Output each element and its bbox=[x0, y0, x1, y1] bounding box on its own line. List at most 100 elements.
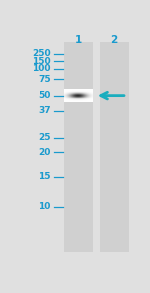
Bar bbox=[75, 94, 76, 95]
Bar bbox=[86, 95, 87, 96]
Bar bbox=[72, 93, 73, 94]
Bar bbox=[69, 95, 70, 96]
Bar bbox=[69, 99, 70, 100]
Bar bbox=[68, 97, 69, 98]
Bar bbox=[81, 92, 82, 93]
Bar bbox=[87, 100, 88, 101]
Bar bbox=[91, 100, 92, 101]
Bar bbox=[78, 97, 79, 98]
Bar bbox=[68, 101, 69, 102]
Bar bbox=[68, 91, 69, 92]
Bar bbox=[77, 91, 78, 92]
Bar bbox=[63, 89, 64, 90]
Bar bbox=[92, 100, 93, 101]
Bar bbox=[92, 93, 93, 94]
Bar bbox=[70, 93, 71, 94]
Bar bbox=[72, 98, 73, 99]
Bar bbox=[89, 99, 90, 100]
Bar bbox=[76, 97, 77, 98]
Bar bbox=[64, 91, 65, 92]
Bar bbox=[67, 91, 68, 92]
Bar bbox=[68, 98, 69, 99]
Bar bbox=[83, 96, 84, 97]
Bar bbox=[77, 93, 78, 94]
Bar bbox=[66, 94, 67, 95]
Bar bbox=[85, 96, 86, 97]
Bar bbox=[66, 99, 67, 100]
Bar bbox=[76, 89, 77, 90]
Bar bbox=[81, 96, 82, 97]
Bar bbox=[76, 101, 77, 102]
Bar bbox=[87, 97, 88, 98]
Bar bbox=[78, 96, 79, 97]
Bar bbox=[85, 95, 86, 96]
Bar bbox=[79, 98, 80, 99]
Bar bbox=[78, 98, 79, 99]
Bar bbox=[67, 93, 68, 94]
Bar bbox=[91, 95, 92, 96]
Bar bbox=[71, 94, 72, 95]
Bar bbox=[81, 90, 82, 91]
Bar bbox=[90, 90, 91, 91]
Bar bbox=[74, 90, 75, 91]
Bar bbox=[92, 96, 93, 97]
Bar bbox=[83, 89, 84, 90]
Bar bbox=[63, 100, 64, 101]
Bar bbox=[65, 90, 66, 91]
Bar bbox=[65, 95, 66, 96]
Bar bbox=[82, 95, 83, 96]
Bar bbox=[85, 100, 86, 101]
Bar bbox=[92, 90, 93, 91]
Bar bbox=[76, 95, 77, 96]
Bar bbox=[71, 96, 72, 97]
Bar bbox=[92, 98, 93, 99]
Bar bbox=[85, 94, 86, 95]
Bar bbox=[63, 96, 64, 97]
Bar bbox=[86, 91, 87, 92]
Bar bbox=[81, 95, 82, 96]
Bar bbox=[80, 93, 81, 94]
Bar bbox=[83, 94, 84, 95]
Bar bbox=[77, 96, 78, 97]
Bar bbox=[66, 98, 67, 99]
Bar bbox=[78, 101, 79, 102]
Bar bbox=[77, 98, 78, 99]
Bar bbox=[65, 89, 66, 90]
Bar bbox=[75, 96, 76, 97]
Bar bbox=[91, 96, 92, 97]
Bar bbox=[75, 99, 76, 100]
Text: 100: 100 bbox=[32, 64, 51, 73]
Bar bbox=[81, 97, 82, 98]
Bar bbox=[84, 95, 85, 96]
Bar bbox=[76, 92, 77, 93]
Bar bbox=[73, 96, 74, 97]
Bar bbox=[88, 93, 89, 94]
Bar bbox=[91, 97, 92, 98]
Text: 37: 37 bbox=[38, 106, 51, 115]
Bar bbox=[73, 93, 74, 94]
Bar bbox=[82, 99, 83, 100]
Bar bbox=[86, 99, 87, 100]
Bar bbox=[87, 96, 88, 97]
Bar bbox=[73, 100, 74, 101]
Bar bbox=[63, 94, 64, 95]
Bar bbox=[80, 97, 81, 98]
Bar bbox=[67, 90, 68, 91]
Bar bbox=[73, 89, 74, 90]
Bar bbox=[70, 98, 71, 99]
Bar bbox=[72, 100, 73, 101]
Bar bbox=[63, 90, 64, 91]
Bar bbox=[71, 97, 72, 98]
Bar bbox=[68, 90, 69, 91]
Bar bbox=[73, 99, 74, 100]
Bar bbox=[70, 90, 71, 91]
Bar bbox=[84, 96, 85, 97]
Bar bbox=[65, 99, 66, 100]
Bar bbox=[70, 96, 71, 97]
Text: 75: 75 bbox=[38, 75, 51, 84]
Bar bbox=[83, 93, 84, 94]
Bar bbox=[65, 96, 66, 97]
Bar bbox=[81, 100, 82, 101]
Bar bbox=[88, 97, 89, 98]
Bar bbox=[69, 91, 70, 92]
